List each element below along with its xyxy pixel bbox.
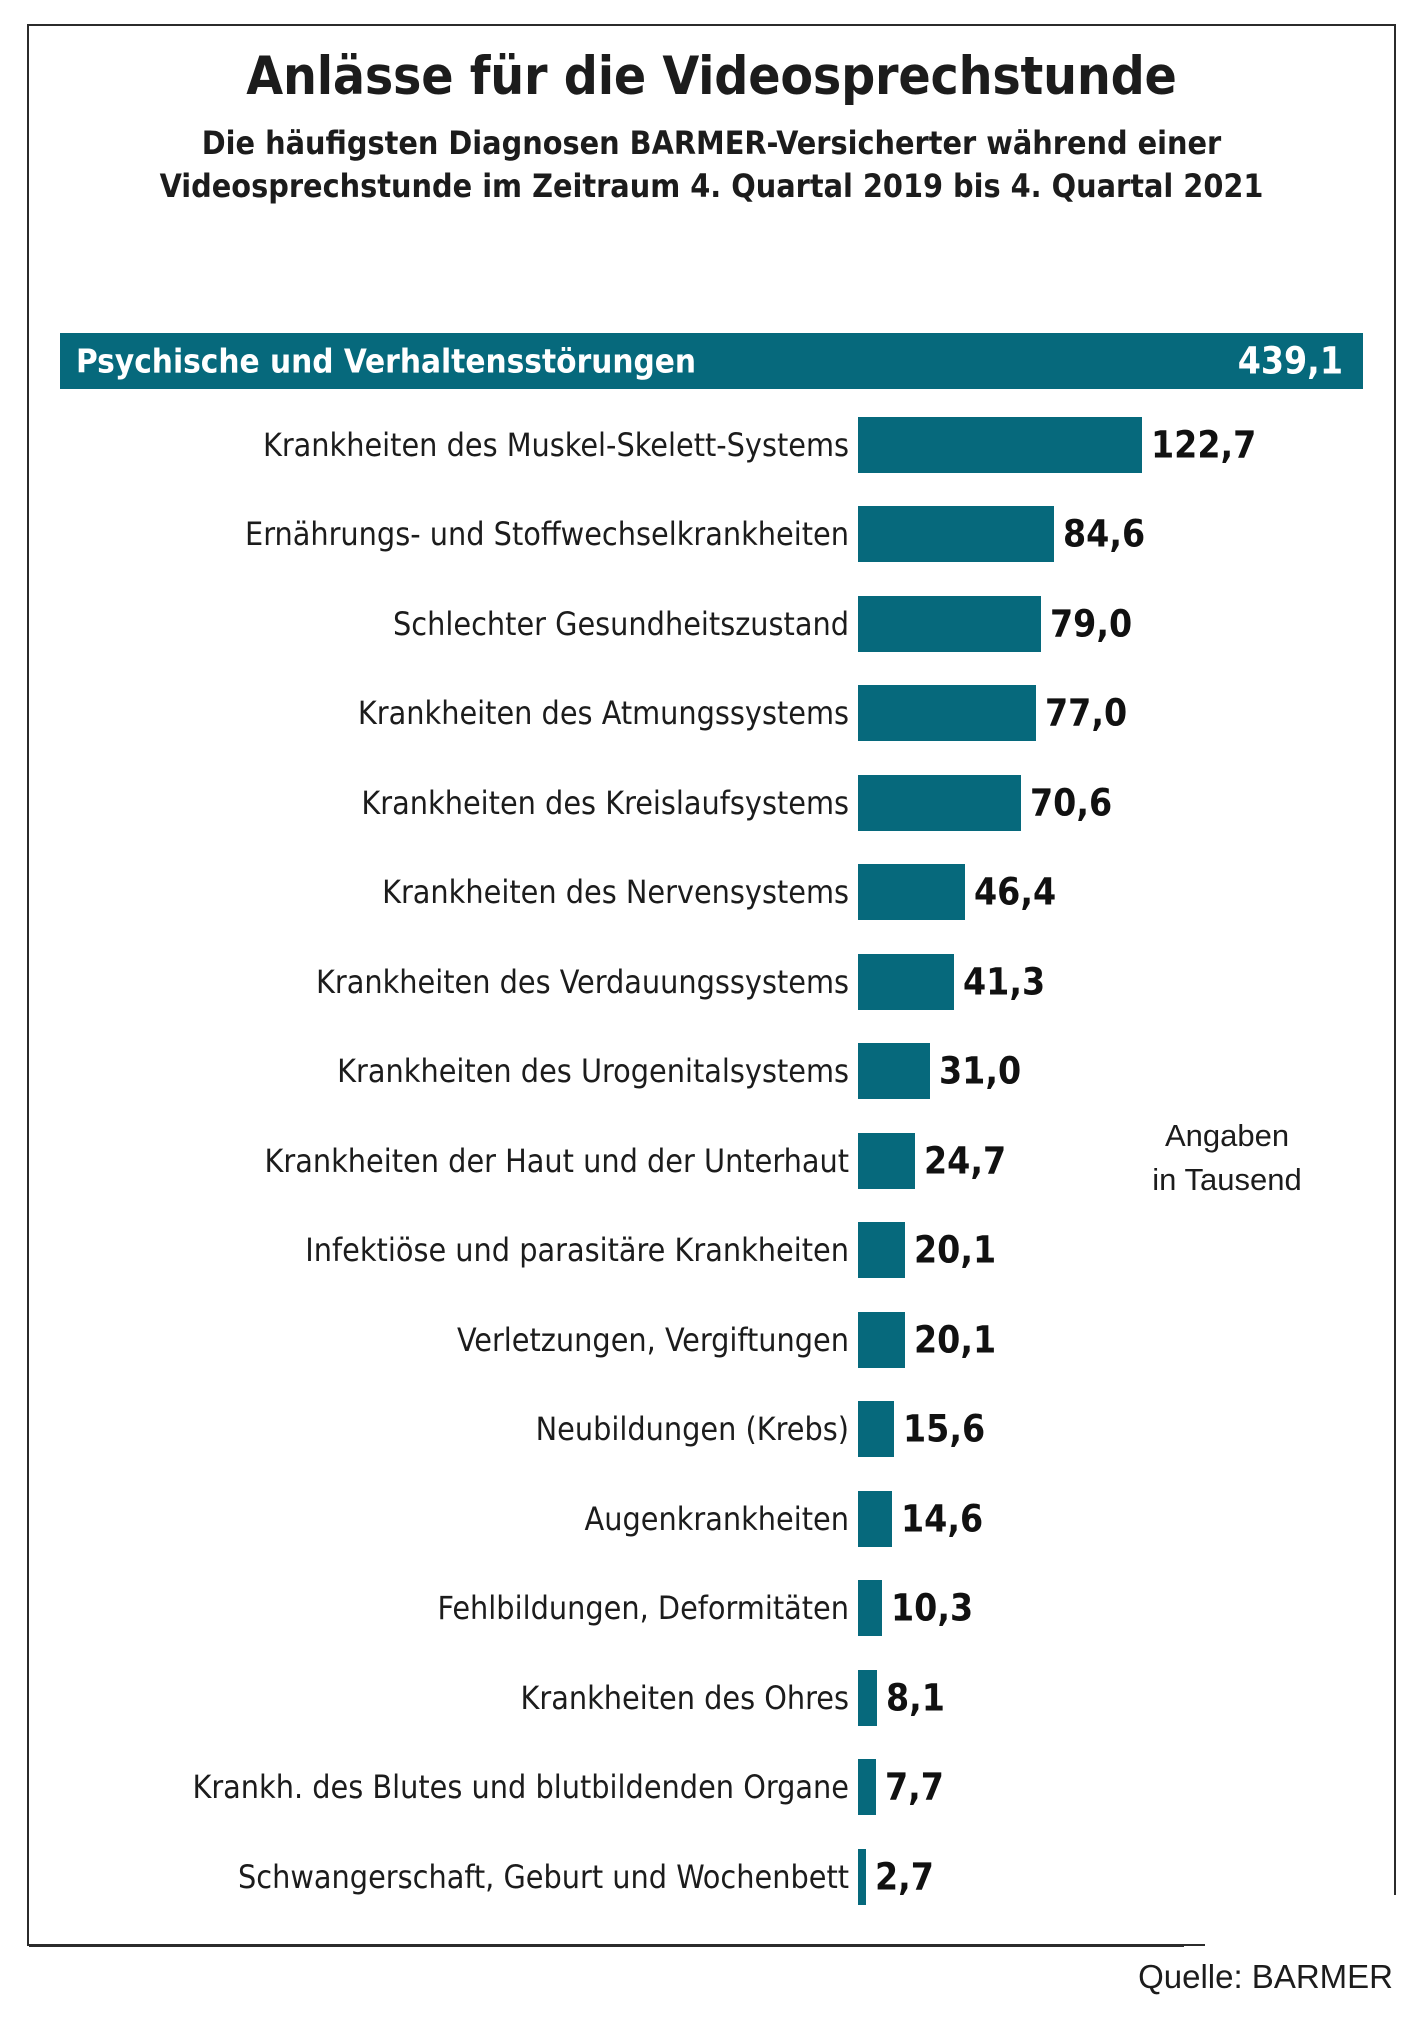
frame-bottom-mask (1205, 1895, 1410, 1955)
bar-row: Krankheiten des Verdauungssystems 41,3 (0, 937, 1423, 1027)
bar (858, 1580, 882, 1637)
bar-value-label: 41,3 (963, 960, 1046, 1004)
bar-category-label: Krankheiten des Nervensystems (382, 873, 849, 912)
bar-category-label: Krankheiten des Ohres (520, 1678, 849, 1717)
bar (858, 1490, 892, 1547)
bar (858, 1222, 905, 1279)
bar (858, 595, 1041, 652)
bar-category-label: Krankheiten des Verdauungssystems (316, 962, 849, 1001)
bar-row: Krankheiten des Atmungssystems 77,0 (0, 669, 1423, 759)
bar-row: Augenkrankheiten 14,6 (0, 1474, 1423, 1564)
bar-category-label: Schwangerschaft, Geburt und Wochenbett (237, 1857, 849, 1896)
bar (858, 953, 954, 1010)
bar-value-label: 70,6 (1030, 781, 1113, 825)
bar-row: Krankheiten des Urogenitalsystems 31,0 (0, 1027, 1423, 1117)
bar-row: Krankheiten des Ohres 8,1 (0, 1653, 1423, 1743)
bar (858, 1759, 876, 1816)
bar-value-label: 14,6 (901, 1497, 984, 1541)
bar-category-label: Schlechter Gesundheitszustand (393, 604, 849, 643)
unit-note: Angaben in Tausend (1112, 1114, 1342, 1202)
bar-category-label: Krankheiten des Muskel-Skelett-Systems (262, 425, 849, 464)
bar-value-label: 77,0 (1045, 691, 1128, 735)
bar-category-label: Verletzungen, Vergiftungen (457, 1320, 849, 1359)
bar-row: Krankh. des Blutes und blutbildenden Org… (0, 1743, 1423, 1833)
bar (858, 774, 1021, 831)
bar (858, 416, 1142, 473)
chart-header: Anlässe für die Videosprechstunde Die hä… (27, 46, 1396, 209)
bar-row: Ernährungs- und Stoffwechselkrankheiten 8… (0, 490, 1423, 580)
bar-category-label: Krankheiten des Kreislaufsystems (361, 783, 849, 822)
bar-row: Infektiöse und parasitäre Krankheiten 20,… (0, 1206, 1423, 1296)
bar (858, 1043, 930, 1100)
bar-row: Psychische und Verhaltensstörungen 439,1 (0, 322, 1423, 400)
bar-value-label: 31,0 (939, 1049, 1022, 1093)
bar (858, 1401, 894, 1458)
bar-category-label: Neubildungen (Krebs) (535, 1410, 849, 1449)
chart-subtitle-line-2: Videosprechstunde im Zeitraum 4. Quartal… (159, 167, 1264, 206)
bar-row: Krankheiten des Muskel-Skelett-Systems 12… (0, 400, 1423, 490)
bar-row: Fehlbildungen, Deformitäten 10,3 (0, 1564, 1423, 1654)
bar-value-label: 46,4 (974, 870, 1057, 914)
chart-subtitle: Die häufigsten Diagnosen BARMER-Versiche… (27, 122, 1396, 208)
bar-row: Neubildungen (Krebs) 15,6 (0, 1385, 1423, 1475)
bar-row: Krankheiten der Haut und der Unterhaut 24… (0, 1116, 1423, 1206)
bar-value-label: 10,3 (891, 1586, 974, 1630)
bar-category-label: Krankheiten der Haut und der Unterhaut (264, 1141, 849, 1180)
bar (858, 1132, 915, 1189)
bar-value-label: 24,7 (924, 1139, 1007, 1183)
page-title: Anlässe für die Videosprechstunde (246, 46, 1177, 107)
bar (858, 1848, 866, 1905)
bar-value-label: 79,0 (1050, 602, 1133, 646)
bar-category-label: Infektiöse und parasitäre Krankheiten (305, 1231, 849, 1270)
bar-value-label: 20,1 (914, 1228, 997, 1272)
unit-note-line-2: in Tausend (1152, 1162, 1302, 1198)
highlight-band (60, 333, 1363, 389)
bar-category-label: Fehlbildungen, Deformitäten (437, 1589, 849, 1628)
bar-row: Schlechter Gesundheitszustand 79,0 (0, 579, 1423, 669)
bar-category-label: Psychische und Verhaltensstörungen (76, 341, 697, 381)
chart-subtitle-line-1: Die häufigsten Diagnosen BARMER-Versiche… (201, 124, 1222, 163)
bar-category-label: Ernährungs- und Stoffwechselkrankheiten (245, 515, 849, 554)
bar (858, 685, 1036, 742)
bar-value-label: 2,7 (875, 1855, 934, 1899)
footer-divider-rule (29, 1944, 1184, 1947)
bar-value-label: 439,1 (1237, 339, 1343, 383)
bar (858, 864, 965, 921)
bar-row: Verletzungen, Vergiftungen 20,1 (0, 1295, 1423, 1385)
source-note: Quelle: BARMER (1138, 1958, 1393, 1995)
unit-note-line-1: Angaben (1164, 1118, 1290, 1153)
bar-value-label: 122,7 (1151, 423, 1257, 467)
bar-category-label: Krankheiten des Urogenitalsystems (337, 1052, 849, 1091)
bar-row: Krankheiten des Nervensystems 46,4 (0, 848, 1423, 938)
bar-value-label: 20,1 (914, 1318, 997, 1362)
bar-category-label: Krankh. des Blutes und blutbildenden Org… (192, 1768, 849, 1807)
bar-row: Krankheiten des Kreislaufsystems 70,6 (0, 758, 1423, 848)
bar-value-label: 8,1 (886, 1676, 945, 1720)
bar (858, 1311, 905, 1368)
frame-right-mask (1390, 1913, 1423, 1963)
bar-chart-plot-area: Psychische und Verhaltensstörungen 439,1 K… (0, 322, 1423, 1922)
bar-category-label: Krankheiten des Atmungssystems (357, 694, 849, 733)
bar-value-label: 84,6 (1063, 512, 1146, 556)
bar-row: Schwangerschaft, Geburt und Wochenbett 2,… (0, 1832, 1423, 1922)
bar (858, 506, 1054, 563)
bar-value-label: 15,6 (903, 1407, 986, 1451)
bar (858, 1669, 877, 1726)
bar-value-label: 7,7 (885, 1765, 944, 1809)
bar-category-label: Augenkrankheiten (584, 1499, 849, 1538)
